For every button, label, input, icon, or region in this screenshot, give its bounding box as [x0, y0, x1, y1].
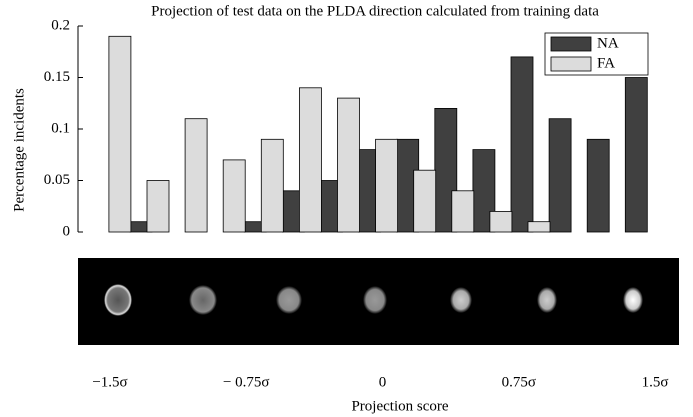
- legend-swatch: [550, 56, 592, 72]
- y-tick-label: 0: [63, 223, 71, 239]
- chart-title: Projection of test data on the PLDA dire…: [151, 3, 599, 19]
- bar: [413, 169, 437, 233]
- bar: [375, 138, 399, 233]
- y-axis-label: Percentage incidents: [11, 88, 27, 212]
- score-label: −1.5σ: [92, 374, 127, 390]
- legend-label: FA: [597, 55, 615, 71]
- bar: [260, 138, 284, 233]
- score-label: 0: [379, 374, 387, 390]
- bar: [222, 159, 246, 233]
- bar: [451, 190, 475, 233]
- y-tick-label: 0.05: [44, 172, 70, 188]
- score-label: 1.5σ: [642, 374, 669, 390]
- bar: [108, 35, 132, 233]
- bar: [337, 97, 360, 233]
- image-strip: [78, 258, 679, 345]
- y-tick-label: 0.1: [51, 120, 70, 136]
- bar: [298, 87, 322, 233]
- y-tick-label: 0.15: [44, 69, 70, 85]
- bar: [624, 77, 648, 233]
- score-label: − 0.75σ: [223, 374, 270, 390]
- bar: [489, 210, 513, 233]
- bar: [586, 138, 610, 233]
- bar: [510, 56, 534, 233]
- legend-swatch: [550, 36, 592, 52]
- bar: [527, 221, 551, 233]
- x-axis-label: Projection score: [351, 398, 448, 414]
- bar: [184, 118, 208, 233]
- score-label: 0.75σ: [502, 374, 536, 390]
- legend-label: NA: [597, 35, 619, 51]
- bar: [146, 180, 170, 233]
- y-tick-label: 0.2: [51, 17, 70, 33]
- bar: [548, 118, 572, 233]
